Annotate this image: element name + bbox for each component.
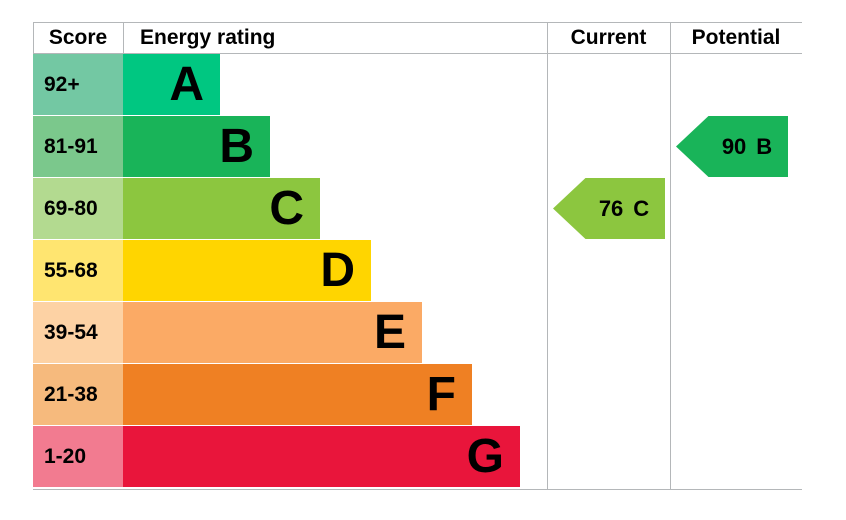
band-score-range: 92+ xyxy=(33,54,123,115)
band-score-range: 55-68 xyxy=(33,240,123,301)
band-bar-g: G xyxy=(123,426,520,487)
band-bar-b: B xyxy=(123,116,270,177)
band-letter: E xyxy=(373,305,406,359)
band-letter: D xyxy=(320,243,355,297)
band-letter: A xyxy=(169,57,204,111)
band-score-range: 21-38 xyxy=(33,364,123,425)
band-rows: 92+ A 81-91 B 69-80 C 55-68 D 39-54 E 21-38 F 1-20 G xyxy=(33,54,520,488)
band-score-range: 81-91 xyxy=(33,116,123,177)
band-bar-f: F xyxy=(123,364,472,425)
current-rating-value: 76 xyxy=(598,195,624,221)
potential-column-divider xyxy=(670,22,671,489)
band-bar-a: A xyxy=(123,54,220,115)
score-rating-divider xyxy=(123,22,124,53)
band-letter: F xyxy=(426,367,456,421)
band-bar-c: C xyxy=(123,178,320,239)
potential-column-header: Potential xyxy=(691,26,781,49)
band-row-c: 69-80 C xyxy=(33,178,520,239)
band-bar-d: D xyxy=(123,240,371,301)
band-row-g: 1-20 G xyxy=(33,426,520,487)
band-score-range: 39-54 xyxy=(33,302,123,363)
header-bottom-border xyxy=(33,53,802,54)
band-score-range: 69-80 xyxy=(33,178,123,239)
header-left-border xyxy=(33,22,34,53)
potential-rating-band: B xyxy=(756,133,773,159)
potential-rating-arrow: 90 B xyxy=(676,116,788,177)
band-letter: G xyxy=(466,429,504,483)
band-row-e: 39-54 E xyxy=(33,302,520,363)
band-row-f: 21-38 F xyxy=(33,364,520,425)
energy-rating-header: Energy rating xyxy=(140,26,276,49)
band-row-b: 81-91 B xyxy=(33,116,520,177)
band-bar-e: E xyxy=(123,302,422,363)
band-score-range: 1-20 xyxy=(33,426,123,487)
band-row-a: 92+ A xyxy=(33,54,520,115)
table-top-border xyxy=(33,22,802,23)
current-column-divider xyxy=(547,22,548,489)
table-bottom-border xyxy=(33,489,802,490)
band-letter: B xyxy=(219,119,254,173)
potential-rating-value: 90 xyxy=(721,133,747,159)
current-rating-band: C xyxy=(633,195,650,221)
current-column-header: Current xyxy=(570,26,647,49)
band-row-d: 55-68 D xyxy=(33,240,520,301)
band-letter: C xyxy=(269,181,304,235)
score-column-header: Score xyxy=(48,26,108,49)
current-rating-arrow: 76 C xyxy=(553,178,665,239)
